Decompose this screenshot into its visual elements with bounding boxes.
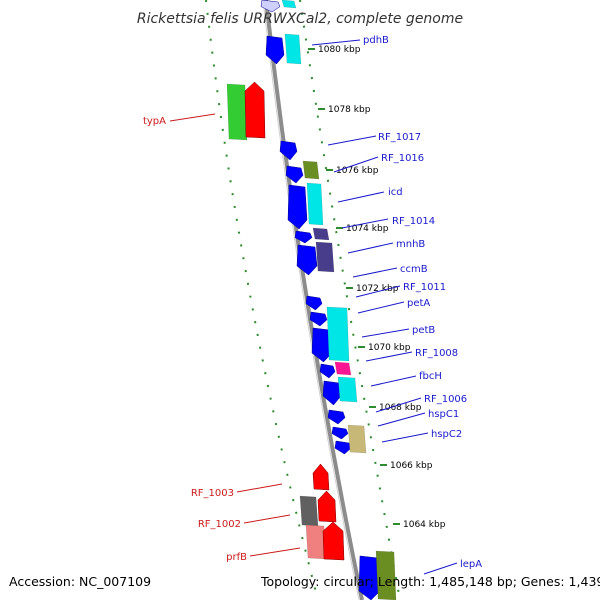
gene-label-leader <box>337 191 385 203</box>
gene-label-leader <box>357 301 405 314</box>
gene-label: hspC2 <box>431 429 462 440</box>
gene-label: lepA <box>460 559 482 570</box>
gene-label-leader <box>365 351 413 362</box>
forward-gene-arrow <box>358 555 381 600</box>
forward-gene-arrow <box>279 140 298 161</box>
gene-label-leader <box>236 483 283 493</box>
forward-gene-arrow <box>327 409 346 425</box>
scale-tick-label: 1064 kbp <box>403 520 446 530</box>
forward-gene-arrow <box>260 0 281 13</box>
reverse-gene-arrow <box>322 521 345 561</box>
gene-label-leader <box>370 375 417 387</box>
gene-label: RF_1003 <box>191 488 234 499</box>
reverse-gene-arrow <box>317 490 337 523</box>
gene-label-leader <box>311 39 361 46</box>
scale-tick-label: 1076 kbp <box>336 166 379 176</box>
gene-label-leader <box>169 113 216 122</box>
cyan-gene-box <box>284 33 302 65</box>
forward-gene-arrow <box>319 363 336 379</box>
gene-label-leader <box>243 514 291 524</box>
gene-label: RF_1002 <box>198 519 241 530</box>
gene-label-leader <box>347 242 394 254</box>
gene-label-leader <box>423 562 458 575</box>
gene-label-leader <box>327 135 377 146</box>
forward-gene-arrow <box>294 230 313 244</box>
gene-label-leader <box>352 267 398 278</box>
forward-gene-arrow <box>331 426 349 440</box>
genome-backbone-highlight <box>262 0 360 600</box>
forward-gene-arrow <box>285 165 304 184</box>
scale-tick-label: 1078 kbp <box>328 105 371 115</box>
scale-tick-label: 1074 kbp <box>346 224 389 234</box>
gene-label-leader <box>381 432 429 443</box>
scale-tick-label: 1080 kbp <box>318 45 361 55</box>
gene-label: pdhB <box>363 35 389 46</box>
gene-label: typA <box>143 116 166 127</box>
scale-tick-label: 1068 kbp <box>379 403 422 413</box>
gene-label: prfB <box>226 552 247 563</box>
gene-label: ccmB <box>400 264 428 275</box>
gene-label: fbcH <box>419 371 442 382</box>
gene-label: mnhB <box>396 239 425 250</box>
forward-gene-arrow <box>309 311 328 327</box>
reverse-gene-arrow <box>244 81 266 139</box>
reverse-gene-arrow <box>312 463 330 491</box>
gene-label: petB <box>412 325 435 336</box>
gene-label: petA <box>407 298 430 309</box>
topology-text: Topology: circular; Length: 1,485,148 bp… <box>260 574 600 589</box>
gene-label-leader <box>377 412 426 427</box>
gene-label-leader <box>361 328 410 338</box>
purple-gene-box <box>315 241 335 273</box>
gene-label-leader <box>355 285 401 298</box>
cyan-gene-box <box>306 182 324 226</box>
gray-gene-box <box>299 495 319 527</box>
gene-label: RF_1017 <box>378 132 421 143</box>
gene-label: RF_1011 <box>403 282 446 293</box>
scale-tick-label: 1070 kbp <box>368 343 411 353</box>
gene-label: RF_1014 <box>392 216 435 227</box>
magenta-gene-box <box>334 361 352 376</box>
gene-label: hspC1 <box>428 409 459 420</box>
scale-tick-label: 1066 kbp <box>390 461 433 471</box>
scale-tick-label: 1072 kbp <box>356 284 399 294</box>
olive-gene-box <box>375 550 397 600</box>
accession-text: Accession: NC_007109 <box>9 574 151 589</box>
forward-gene-arrow <box>322 380 342 406</box>
cyan-gene-box <box>337 376 358 403</box>
map-title: Rickettsia felis URRWXCal2, complete gen… <box>137 11 463 27</box>
khaki-gene-box <box>347 424 367 454</box>
gene-label: RF_1016 <box>381 153 424 164</box>
forward-gene-arrow <box>311 327 333 363</box>
forward-gene-arrow <box>287 184 308 230</box>
green-gene-box <box>226 83 248 141</box>
gene-label-leader <box>333 156 379 173</box>
gene-label: icd <box>388 187 403 198</box>
purple-gene-box <box>312 227 330 241</box>
gene-label-leader <box>341 218 389 229</box>
gene-label-leader <box>249 547 301 557</box>
forward-gene-arrow <box>296 244 318 276</box>
salmon-gene-box <box>305 524 327 560</box>
gene-label-leader <box>375 397 422 413</box>
forward-gene-arrow <box>305 295 323 311</box>
cyan-gene-box <box>281 0 297 9</box>
forward-gene-arrow <box>334 440 352 455</box>
olive-gene-box <box>302 160 320 180</box>
cyan-gene-box <box>326 306 350 362</box>
forward-gene-arrow <box>265 35 285 65</box>
gene-label: RF_1006 <box>424 394 467 405</box>
gene-label: RF_1008 <box>415 348 458 359</box>
